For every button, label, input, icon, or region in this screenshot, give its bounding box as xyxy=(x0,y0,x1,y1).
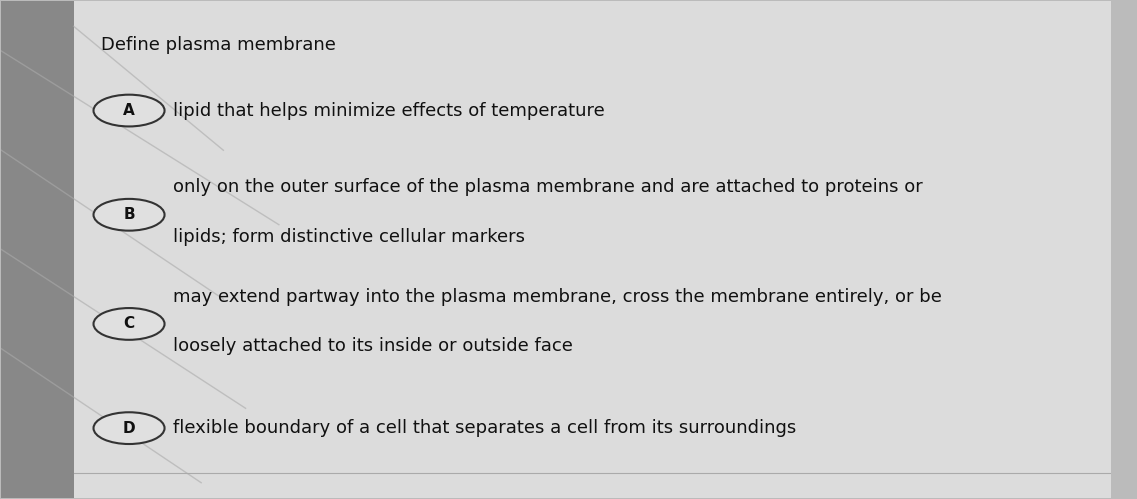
Text: C: C xyxy=(124,316,134,331)
Circle shape xyxy=(93,199,165,231)
Circle shape xyxy=(93,95,165,126)
Circle shape xyxy=(93,412,165,444)
Text: D: D xyxy=(123,421,135,436)
Text: only on the outer surface of the plasma membrane and are attached to proteins or: only on the outer surface of the plasma … xyxy=(174,179,923,197)
Circle shape xyxy=(93,308,165,340)
FancyBboxPatch shape xyxy=(74,1,1111,498)
Text: lipids; form distinctive cellular markers: lipids; form distinctive cellular marker… xyxy=(174,228,525,246)
Text: lipid that helps minimize effects of temperature: lipid that helps minimize effects of tem… xyxy=(174,102,605,120)
Text: may extend partway into the plasma membrane, cross the membrane entirely, or be: may extend partway into the plasma membr… xyxy=(174,287,943,306)
Text: A: A xyxy=(123,103,135,118)
FancyBboxPatch shape xyxy=(1,1,74,498)
Text: loosely attached to its inside or outside face: loosely attached to its inside or outsid… xyxy=(174,337,573,355)
Text: flexible boundary of a cell that separates a cell from its surroundings: flexible boundary of a cell that separat… xyxy=(174,419,797,437)
Text: Define plasma membrane: Define plasma membrane xyxy=(101,36,337,54)
Text: B: B xyxy=(123,207,135,222)
